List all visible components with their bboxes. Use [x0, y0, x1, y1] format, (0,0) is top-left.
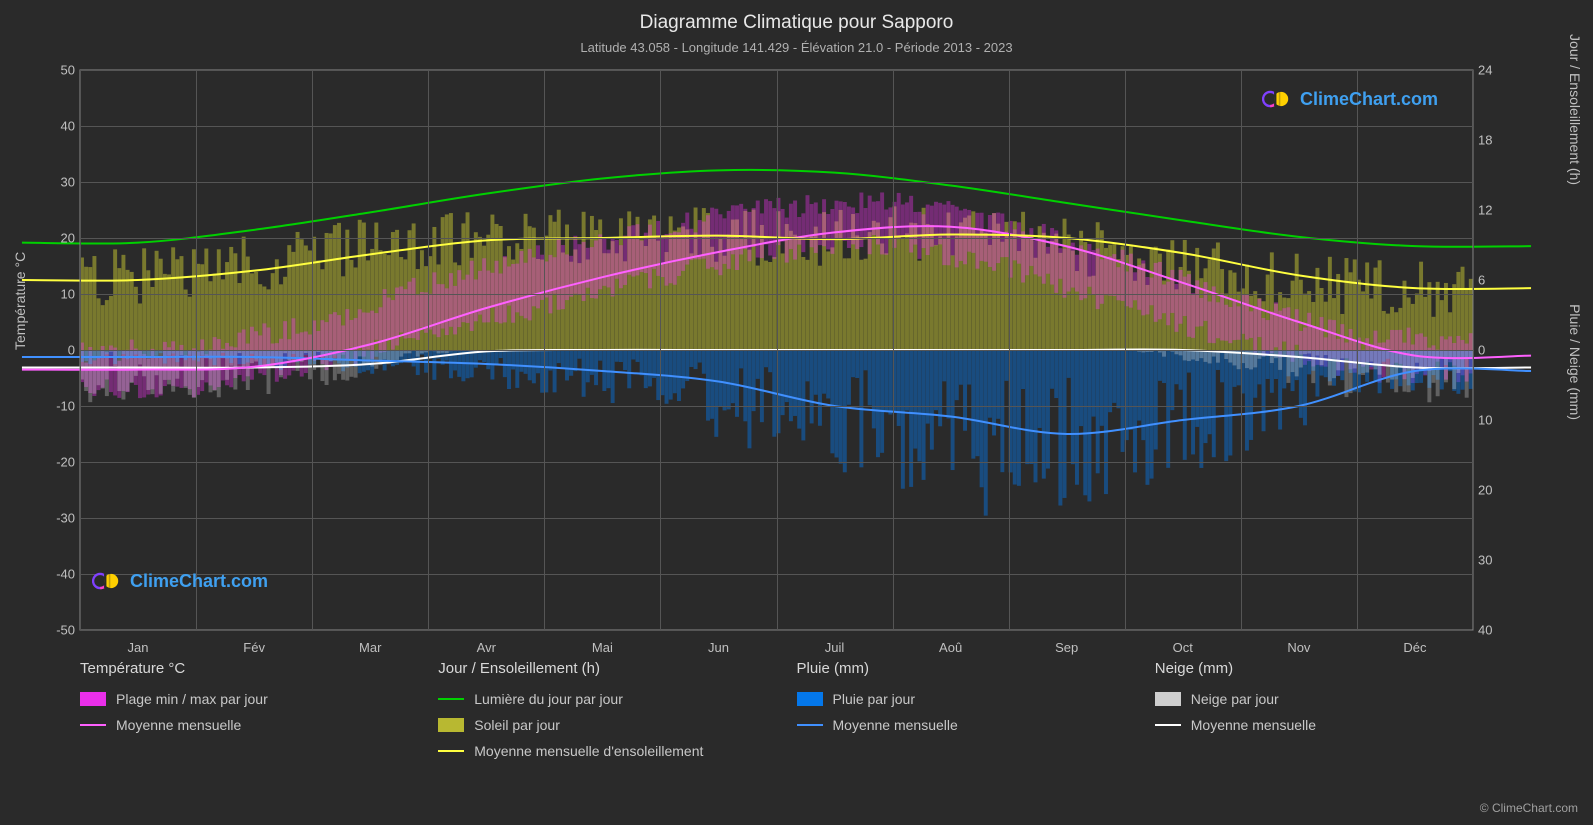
- ytick-right: 6: [1478, 273, 1513, 288]
- xtick-month: Juil: [825, 640, 845, 655]
- chart-title: Diagramme Climatique pour Sapporo: [0, 0, 1593, 34]
- ytick-right: 12: [1478, 203, 1513, 218]
- legend-item: Moyenne mensuelle: [1155, 717, 1513, 733]
- legend-header: Jour / Ensoleillement (h): [438, 660, 796, 677]
- xtick-month: Oct: [1173, 640, 1193, 655]
- xtick-month: Fév: [243, 640, 265, 655]
- legend-marker: [438, 750, 464, 752]
- legend-marker: [80, 724, 106, 726]
- ytick-right: 30: [1478, 553, 1513, 568]
- legend-marker: [80, 692, 106, 706]
- xtick-month: Déc: [1403, 640, 1426, 655]
- legend-marker: [797, 724, 823, 726]
- gridline: [777, 70, 778, 630]
- legend-marker: [797, 692, 823, 706]
- ytick-left: 20: [35, 231, 75, 246]
- legend-header: Pluie (mm): [797, 660, 1155, 677]
- legend-temperature: Température °C Plage min / max par jour M…: [80, 660, 438, 769]
- xtick-month: Sep: [1055, 640, 1078, 655]
- ytick-left: 10: [35, 287, 75, 302]
- ytick-left: -20: [35, 455, 75, 470]
- copyright-text: © ClimeChart.com: [1480, 801, 1578, 815]
- legend: Température °C Plage min / max par jour M…: [80, 660, 1513, 769]
- chart-subtitle: Latitude 43.058 - Longitude 141.429 - Él…: [0, 34, 1593, 55]
- gridline: [312, 70, 313, 630]
- plot-area: 50403020100-10-20-30-40-5024181260102030…: [80, 70, 1473, 630]
- xtick-month: Mar: [359, 640, 381, 655]
- gridline: [544, 70, 545, 630]
- legend-rain: Pluie (mm) Pluie par jour Moyenne mensuel…: [797, 660, 1155, 769]
- watermark-bottom: ClimeChart.com: [92, 570, 268, 592]
- watermark-text: ClimeChart.com: [1300, 89, 1438, 110]
- legend-item: Soleil par jour: [438, 717, 796, 733]
- legend-item: Lumière du jour par jour: [438, 691, 796, 707]
- legend-item: Moyenne mensuelle d'ensoleillement: [438, 743, 796, 759]
- watermark-text: ClimeChart.com: [130, 571, 268, 592]
- gridline: [1473, 70, 1474, 630]
- ytick-left: 0: [35, 343, 75, 358]
- xtick-month: Aoû: [939, 640, 962, 655]
- gridline: [1357, 70, 1358, 630]
- legend-label: Lumière du jour par jour: [474, 691, 623, 707]
- climate-chart: Diagramme Climatique pour Sapporo Latitu…: [0, 0, 1593, 825]
- legend-item: Moyenne mensuelle: [80, 717, 438, 733]
- legend-snow: Neige (mm) Neige par jour Moyenne mensuel…: [1155, 660, 1513, 769]
- ytick-left: -40: [35, 567, 75, 582]
- climechart-logo-icon: [92, 570, 124, 592]
- legend-item: Moyenne mensuelle: [797, 717, 1155, 733]
- legend-label: Moyenne mensuelle: [1191, 717, 1316, 733]
- y-axis-right-bottom-label: Pluie / Neige (mm): [1567, 304, 1583, 420]
- ytick-right: 18: [1478, 133, 1513, 148]
- gridline: [1009, 70, 1010, 630]
- ytick-left: 50: [35, 63, 75, 78]
- gridline: [660, 70, 661, 630]
- legend-header: Neige (mm): [1155, 660, 1513, 677]
- legend-label: Soleil par jour: [474, 717, 560, 733]
- ytick-right: 24: [1478, 63, 1513, 78]
- ytick-right: 20: [1478, 483, 1513, 498]
- xtick-month: Mai: [592, 640, 613, 655]
- ytick-left: -30: [35, 511, 75, 526]
- xtick-month: Jun: [708, 640, 729, 655]
- xtick-month: Avr: [477, 640, 496, 655]
- watermark-top: ClimeChart.com: [1262, 88, 1438, 110]
- legend-label: Neige par jour: [1191, 691, 1279, 707]
- gridline: [428, 70, 429, 630]
- gridline: [1125, 70, 1126, 630]
- ytick-right: 40: [1478, 623, 1513, 638]
- y-axis-left-label: Température °C: [12, 252, 28, 350]
- legend-item: Pluie par jour: [797, 691, 1155, 707]
- xtick-month: Jan: [128, 640, 149, 655]
- legend-marker: [438, 698, 464, 700]
- legend-marker: [1155, 724, 1181, 726]
- ytick-left: -10: [35, 399, 75, 414]
- ytick-right: 0: [1478, 343, 1513, 358]
- legend-marker: [438, 718, 464, 732]
- y-axis-right-top-label: Jour / Ensoleillement (h): [1567, 34, 1583, 185]
- legend-item: Neige par jour: [1155, 691, 1513, 707]
- ytick-left: -50: [35, 623, 75, 638]
- legend-header: Température °C: [80, 660, 438, 677]
- gridline: [80, 630, 1473, 631]
- ytick-right: 10: [1478, 413, 1513, 428]
- gridline: [893, 70, 894, 630]
- gridline: [1241, 70, 1242, 630]
- ytick-left: 40: [35, 119, 75, 134]
- legend-label: Moyenne mensuelle: [116, 717, 241, 733]
- climechart-logo-icon: [1262, 88, 1294, 110]
- legend-sunshine: Jour / Ensoleillement (h) Lumière du jou…: [438, 660, 796, 769]
- ytick-left: 30: [35, 175, 75, 190]
- gridline: [80, 70, 81, 630]
- legend-label: Plage min / max par jour: [116, 691, 268, 707]
- legend-marker: [1155, 692, 1181, 706]
- legend-item: Plage min / max par jour: [80, 691, 438, 707]
- legend-label: Pluie par jour: [833, 691, 916, 707]
- legend-label: Moyenne mensuelle d'ensoleillement: [474, 743, 703, 759]
- gridline: [196, 70, 197, 630]
- xtick-month: Nov: [1287, 640, 1310, 655]
- legend-label: Moyenne mensuelle: [833, 717, 958, 733]
